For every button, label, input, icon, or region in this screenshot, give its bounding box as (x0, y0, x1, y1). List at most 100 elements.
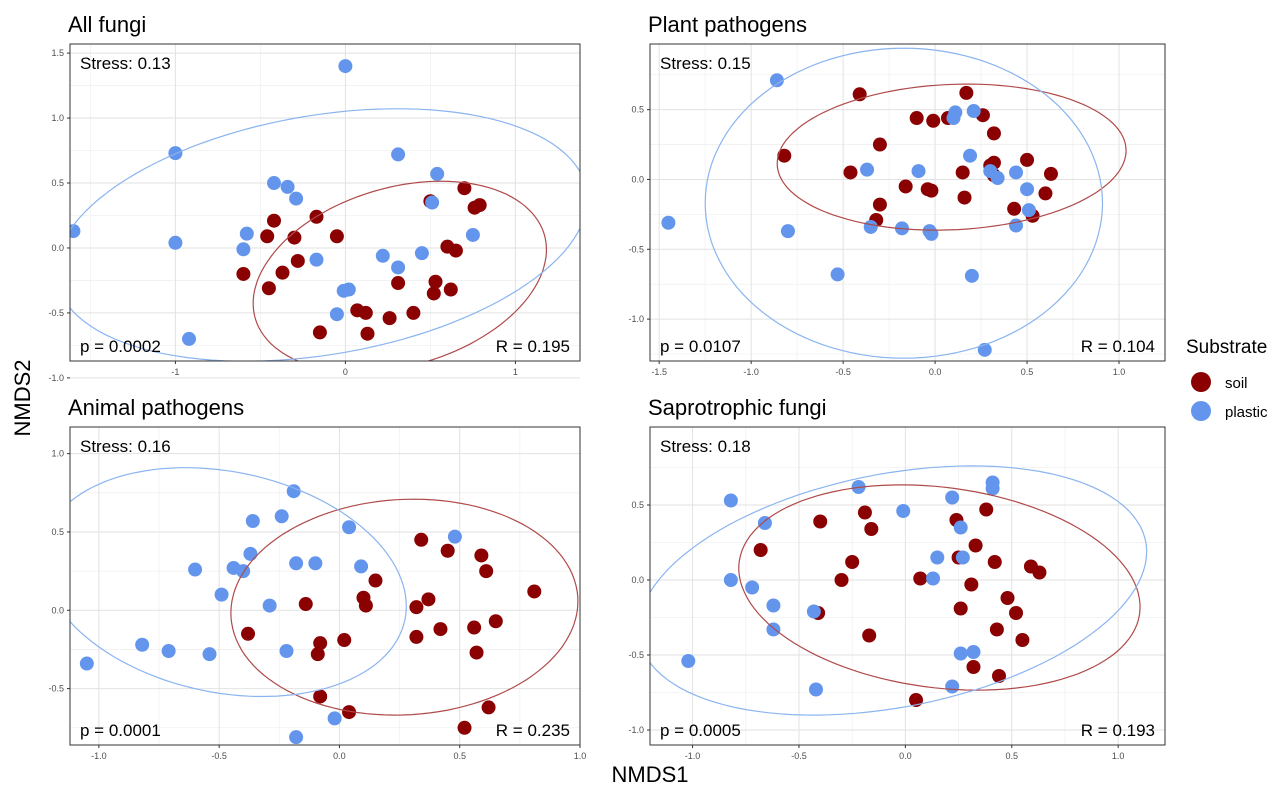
point-plastic (391, 260, 406, 275)
x-tick-label: 0.0 (333, 751, 346, 761)
point-soil (313, 636, 328, 651)
legend-label-soil: soil (1225, 375, 1248, 392)
point-soil (312, 325, 327, 340)
y-tick-label: 1.0 (51, 113, 64, 123)
point-soil (1038, 186, 1053, 201)
y-tick-label: 0.0 (631, 575, 644, 585)
point-soil (777, 148, 792, 163)
point-soil (342, 705, 357, 720)
point-soil (1043, 166, 1058, 181)
point-plastic (966, 104, 981, 119)
y-tick-label: 1.5 (51, 48, 64, 58)
point-plastic (354, 559, 369, 574)
point-plastic (926, 571, 941, 586)
y-tick-label: 0.5 (631, 105, 644, 115)
point-plastic (465, 227, 480, 242)
p-value-label: p = 0.0001 (80, 721, 161, 740)
point-plastic (985, 475, 1000, 490)
y-tick-label: 1.0 (51, 449, 64, 459)
point-plastic (236, 242, 251, 257)
point-soil (872, 197, 887, 212)
x-tick-label: 0.0 (899, 751, 912, 761)
y-tick-label: 0.5 (51, 178, 64, 188)
point-plastic (723, 573, 738, 587)
point-plastic (447, 529, 462, 544)
x-tick-label: 0.0 (929, 367, 942, 377)
point-plastic (1021, 203, 1036, 218)
point-soil (1009, 606, 1024, 620)
point-soil (467, 620, 482, 635)
point-soil (834, 573, 849, 587)
x-tick-label: 1 (513, 367, 518, 377)
point-plastic (681, 654, 696, 668)
y-tick-label: -0.5 (48, 308, 64, 318)
point-plastic (375, 248, 390, 263)
legend-title: Substrate (1186, 337, 1267, 358)
point-plastic (723, 493, 738, 508)
y-tick-label: 0.0 (631, 174, 644, 184)
points (79, 484, 542, 745)
point-soil (368, 573, 383, 588)
point-soil (474, 548, 489, 563)
point-soil (955, 165, 970, 180)
point-plastic (806, 604, 821, 619)
point-plastic (214, 587, 229, 602)
ellipses (70, 108, 580, 361)
point-soil (358, 598, 373, 613)
point-soil (986, 126, 1001, 141)
stress-label: Stress: 0.16 (80, 437, 171, 456)
x-tick-label: -1 (171, 367, 179, 377)
point-plastic (182, 331, 196, 346)
point-soil (433, 622, 448, 637)
point-plastic (930, 550, 945, 565)
x-tick-label: 0.5 (453, 751, 466, 761)
x-tick-label: -1.0 (685, 751, 701, 761)
x-tick-label: 0 (343, 367, 348, 377)
ellipses (70, 467, 579, 716)
panel-frame (649, 426, 1166, 746)
point-soil (409, 629, 424, 644)
point-soil (329, 229, 344, 244)
point-soil (457, 181, 472, 196)
point-soil (857, 505, 872, 520)
point-plastic (425, 195, 440, 210)
point-soil (469, 645, 484, 660)
point-plastic (757, 516, 772, 530)
point-soil (391, 276, 406, 291)
ellipse-plastic (70, 467, 407, 698)
point-plastic (990, 171, 1005, 186)
legend: Substrate soil plastic (1186, 337, 1268, 421)
point-plastic (289, 556, 304, 571)
point-soil (310, 647, 325, 662)
y-tick-label: -1.0 (48, 373, 64, 383)
point-soil (479, 564, 494, 579)
point-plastic (135, 637, 150, 652)
panel-title: Saprotrophic fungi (648, 395, 827, 420)
point-soil (1007, 201, 1022, 216)
x-tick-label: -1.0 (91, 751, 107, 761)
grid (650, 427, 1165, 745)
point-plastic (274, 509, 289, 524)
point-plastic (414, 246, 429, 261)
point-soil (862, 628, 877, 643)
point-soil (1020, 152, 1035, 167)
point-soil (913, 571, 928, 586)
y-tick-label: -0.5 (628, 244, 644, 254)
point-plastic (286, 484, 301, 499)
panel-title: Animal pathogens (68, 395, 244, 420)
point-plastic (766, 598, 781, 613)
ellipse-plastic (650, 465, 1148, 716)
point-plastic (327, 711, 342, 726)
ellipse-soil (738, 484, 1141, 691)
x-tick-label: 0.5 (1006, 751, 1019, 761)
point-plastic (945, 679, 960, 694)
ellipse-plastic (70, 108, 580, 361)
point-plastic (202, 647, 217, 662)
point-plastic (168, 235, 183, 250)
point-soil (924, 183, 939, 198)
point-plastic (780, 224, 795, 239)
panel-all-fungi: All fungi -1 0 1 -1.0 -0.5 0.0 0.5 1.0 1.5 Stress:… (48, 12, 581, 383)
point-plastic (808, 682, 823, 697)
point-soil (992, 669, 1007, 683)
point-soil (360, 326, 375, 341)
